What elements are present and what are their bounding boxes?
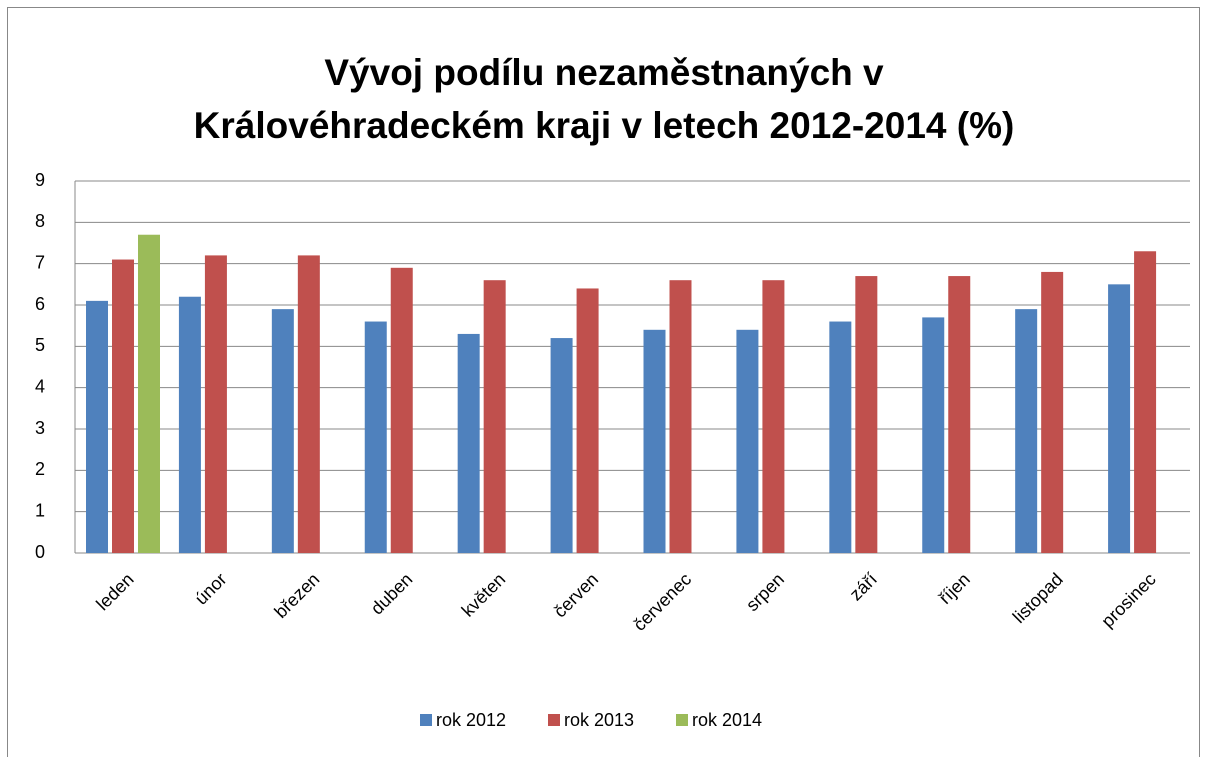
bar — [736, 329, 759, 553]
chart-title: Královéhradeckém kraji v letech 2012-201… — [194, 105, 1015, 146]
bar — [178, 296, 201, 553]
legend-swatch — [676, 714, 688, 726]
bar — [457, 333, 480, 553]
bar — [669, 280, 692, 553]
y-tick-label: 1 — [35, 500, 45, 520]
bar — [204, 255, 227, 553]
y-tick-label: 7 — [35, 252, 45, 272]
legend-label: rok 2013 — [564, 710, 634, 730]
bar — [364, 321, 387, 553]
bar — [922, 317, 945, 553]
bar — [138, 234, 160, 553]
bar — [762, 280, 785, 553]
legend-swatch — [548, 714, 560, 726]
chart-title: Vývoj podílu nezaměstnaných v — [324, 52, 884, 93]
y-tick-label: 6 — [35, 294, 45, 314]
bar — [643, 329, 666, 553]
y-tick-label: 3 — [35, 418, 45, 438]
bar — [1108, 284, 1131, 553]
bar — [948, 276, 971, 553]
bar — [483, 280, 506, 553]
legend-swatch — [420, 714, 432, 726]
legend-label: rok 2014 — [692, 710, 762, 730]
bar — [550, 338, 573, 553]
y-tick-label: 8 — [35, 211, 45, 231]
bar — [1041, 271, 1064, 553]
legend-label: rok 2012 — [436, 710, 506, 730]
bar — [297, 255, 320, 553]
bar — [1015, 309, 1038, 553]
bar — [390, 267, 413, 553]
y-tick-label: 4 — [35, 376, 45, 396]
y-tick-label: 5 — [35, 335, 45, 355]
bar — [829, 321, 852, 553]
bar — [576, 288, 599, 553]
bar — [112, 259, 134, 553]
y-tick-label: 0 — [35, 542, 45, 562]
bar — [86, 300, 108, 553]
bar — [855, 276, 878, 553]
bar — [271, 309, 294, 553]
y-tick-label: 2 — [35, 459, 45, 479]
bar — [1134, 251, 1157, 553]
y-tick-label: 9 — [35, 170, 45, 190]
